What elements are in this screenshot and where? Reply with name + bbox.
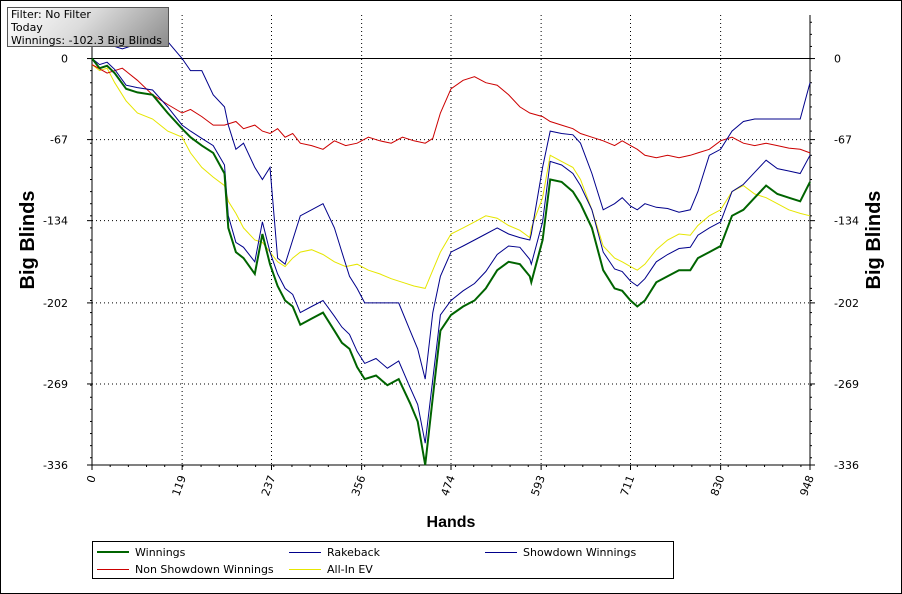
y-tick-label-right: -336	[834, 459, 859, 472]
info-winnings: Winnings: -102.3 Big Blinds	[11, 34, 162, 47]
grid-lines	[92, 15, 810, 465]
x-tick-label: 119	[170, 474, 189, 498]
series-line-winnings	[91, 57, 811, 466]
x-tick-label: 0	[84, 474, 99, 485]
y-tick-label-right: -134	[834, 215, 859, 228]
tick-labels: 0 0 -67 -67 -134 -134 -202 -202 -269 -269 -336 -336…	[43, 53, 859, 498]
info-box: Filter: No Filter Today Winnings: -102.3…	[7, 7, 169, 47]
legend-swatch	[289, 568, 321, 570]
legend-item-non-showdown-winnings: Non Showdown Winnings	[97, 561, 274, 577]
axes	[87, 15, 815, 470]
legend-item-showdown-winnings: Showdown Winnings	[485, 544, 636, 560]
info-date: Today	[11, 21, 43, 34]
series-line-rakeback	[91, 58, 811, 444]
y-tick-label-left: -67	[50, 134, 68, 147]
y-tick-label-left: -336	[43, 459, 68, 472]
series-layer	[91, 41, 811, 466]
x-tick-label: 830	[708, 474, 727, 498]
x-tick-label: 474	[438, 474, 457, 498]
legend-label: All-In EV	[327, 562, 373, 576]
series-line-non-showdown-winnings	[91, 64, 811, 159]
legend-label: Winnings	[135, 545, 186, 559]
y-tick-label-right: -67	[834, 134, 852, 147]
y-tick-label-right: 0	[834, 53, 841, 66]
legend-label: Non Showdown Winnings	[135, 562, 274, 576]
x-tick-label: 593	[529, 474, 548, 498]
legend-item-rakeback: Rakeback	[289, 544, 380, 560]
legend-swatch	[485, 551, 517, 553]
legend-label: Rakeback	[327, 545, 381, 559]
legend-swatch	[289, 551, 321, 553]
info-filter: Filter: No Filter	[11, 8, 91, 21]
x-axis-title: Hands	[427, 514, 476, 531]
y-tick-label-left: -202	[43, 297, 68, 310]
x-tick-label: 237	[259, 474, 278, 498]
series-line-showdown-winnings	[91, 41, 811, 380]
y-axis-title-right: Big Blinds	[863, 191, 885, 290]
legend-swatch	[97, 551, 129, 553]
y-tick-label-right: -269	[834, 378, 859, 391]
series-line-all-in-ev	[91, 64, 811, 289]
y-tick-label-left: 0	[61, 53, 68, 66]
legend-item-all-in-ev: All-In EV	[289, 561, 373, 577]
y-tick-label-left: -269	[43, 378, 68, 391]
legend-item-winnings: Winnings	[97, 544, 185, 560]
y-tick-label-left: -134	[43, 215, 68, 228]
x-tick-label: 948	[797, 474, 816, 498]
y-tick-label-right: -202	[834, 297, 859, 310]
x-tick-label: 356	[349, 474, 368, 498]
y-axis-title-left: Big Blinds	[17, 191, 39, 290]
x-tick-label: 711	[618, 474, 637, 498]
legend-swatch	[97, 568, 129, 570]
legend-label: Showdown Winnings	[523, 545, 637, 559]
chart-legend: Winnings Rakeback Showdown Winnings Non Sho…	[92, 541, 674, 579]
